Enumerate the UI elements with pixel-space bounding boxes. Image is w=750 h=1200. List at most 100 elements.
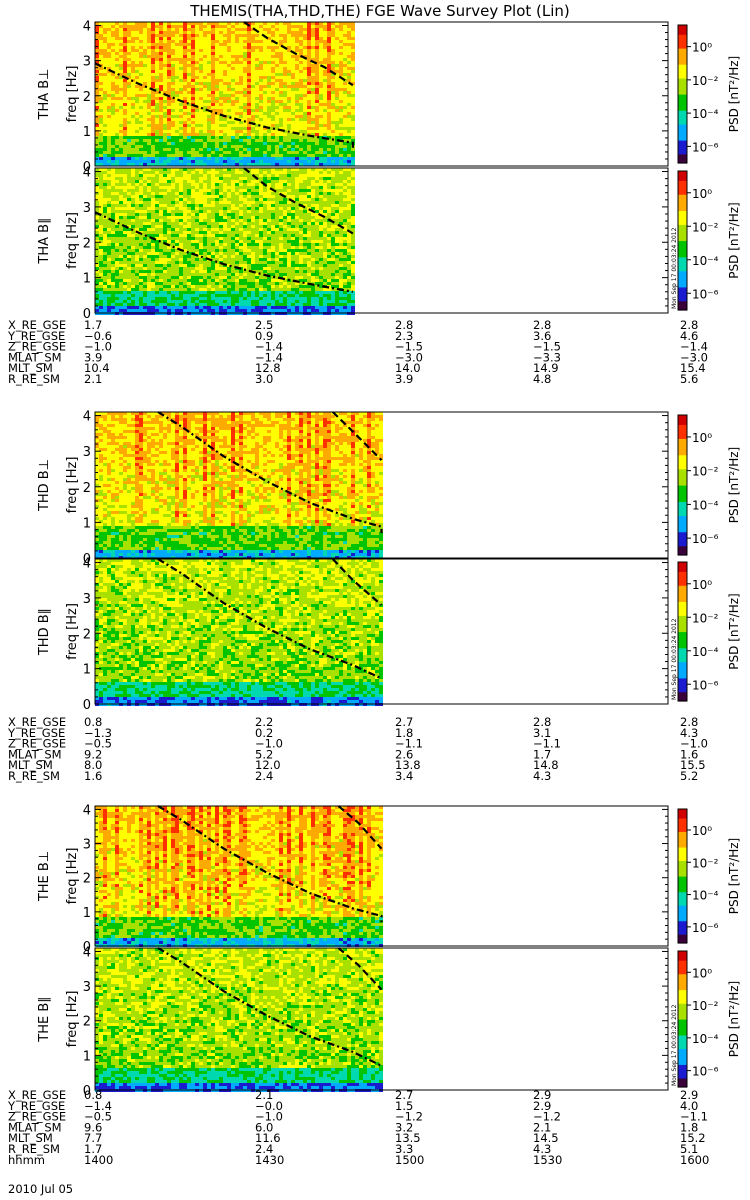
y-tick-label: 0: [83, 160, 91, 175]
figure-title: THEMIS(THA,THD,THE) FGE Wave Survey Plot…: [189, 2, 570, 20]
colorbar-tick-label: 10⁻⁴: [692, 645, 719, 659]
orbit-value: 15.4: [680, 361, 706, 375]
y-tick-label: 0: [83, 307, 91, 322]
orbit-value: 4.3: [533, 769, 551, 783]
orbit-value: 1.8: [395, 726, 413, 740]
orbit-value: 2.8: [533, 715, 551, 729]
orbit-value: 3.3: [395, 1142, 413, 1156]
heatmap-field: [95, 948, 383, 1092]
orbit-value: 4.6: [680, 329, 698, 343]
orbit-value: 1430: [255, 1153, 284, 1167]
orbit-table: X_RE_GSE 0.8 2.1 2.7 2.9 2.9Y_RE_GSE −1.4 −0.0 1…: [7, 1088, 709, 1167]
orbit-value: 2.9: [533, 1088, 551, 1102]
orbit-value: 6.0: [255, 1120, 273, 1134]
orbit-value: −1.0: [255, 1110, 283, 1124]
orbit-value: −1.4: [680, 340, 708, 354]
orbit-row-name: MLAT_SM: [8, 747, 62, 761]
orbit-value: 13.8: [395, 758, 421, 772]
orbit-value: 5.2: [255, 747, 273, 761]
orbit-value: 4.8: [533, 372, 551, 386]
orbit-value: 2.8: [680, 715, 698, 729]
colorbar-frame: [677, 414, 688, 556]
orbit-value: 2.4: [255, 769, 273, 783]
colorbar-tick-label: 10⁻⁶: [692, 140, 719, 154]
y-tick-label: 3: [83, 838, 91, 853]
colorbar-tick-label: 10⁻⁶: [692, 1065, 719, 1079]
orbit-value: −1.5: [395, 340, 423, 354]
heatmap-field: [95, 412, 383, 559]
orbit-value: 14.0: [395, 361, 421, 375]
y-tick-label: 4: [83, 803, 91, 818]
colorbar-tick-label: 10⁻²: [692, 999, 719, 1013]
y-tick-label: 3: [83, 980, 91, 995]
colorbar-tick-label: 10⁻²: [692, 611, 719, 625]
orbit-value: 5.1: [680, 1142, 698, 1156]
colorbar-tick-label: 10⁰: [692, 824, 712, 838]
orbit-row-name: MLAT_SM: [8, 1120, 62, 1134]
y-tick-label: 2: [83, 872, 91, 887]
colorbar-label: PSD [nT²/Hz]: [727, 838, 741, 914]
orbit-row-name: MLT_SM: [8, 758, 53, 772]
orbit-row-name: X_RE_GSE: [8, 1088, 66, 1102]
orbit-value: −1.0: [255, 737, 283, 751]
orbit-value: 2.9: [680, 1088, 698, 1102]
colorbar: 10⁰ 10⁻² 10⁻⁴ 10⁻⁶ PSD [nT²/Hz]: [677, 414, 741, 556]
orbit-row-name: MLT_SM: [8, 361, 53, 375]
cyclotron-curve-lower: [157, 411, 383, 534]
spectrogram-panel: 0 1 2 3 4 THA B⊥ freq [Hz] 10⁰ 10⁻² 10⁻⁴ 10⁻⁶ PSD […: [37, 20, 741, 175]
panel-label: THE B∥: [37, 996, 52, 1042]
orbit-value: 14.8: [533, 758, 559, 772]
y-axis-label: freq [Hz]: [65, 603, 80, 660]
y-axis-label: freq [Hz]: [65, 991, 80, 1048]
spectrogram-panel: 0 1 2 3 4 THA B∥ freq [Hz] 10⁰ 10⁻² 10⁻⁴ 10⁻⁶ PSD […: [37, 166, 741, 322]
colorbar-frame: [677, 950, 688, 1088]
orbit-value: 3.6: [533, 329, 551, 343]
orbit-value: −0.0: [255, 1099, 283, 1113]
orbit-value: 5.2: [680, 769, 698, 783]
orbit-value: 2.1: [255, 1088, 273, 1102]
panel-frame: [94, 805, 669, 947]
orbit-value: −1.2: [395, 1110, 423, 1124]
orbit-row-name: X_RE_GSE: [8, 318, 66, 332]
panel-label: THA B⊥: [37, 69, 52, 121]
orbit-value: 1530: [533, 1153, 562, 1167]
orbit-value: 2.2: [255, 715, 273, 729]
cyclotron-curve-upper: [243, 21, 354, 87]
colorbar-tick-label: 10⁰: [692, 41, 712, 55]
orbit-value: −1.1: [680, 1110, 708, 1124]
orbit-row-name: Y_RE_GSE: [7, 329, 65, 343]
orbit-value: 0.8: [84, 1088, 102, 1102]
colorbar-frame: [677, 170, 688, 311]
panel-frame: [94, 21, 669, 167]
orbit-row-name: MLAT_SM: [8, 350, 62, 364]
y-tick-label: 1: [83, 663, 91, 678]
colorbar-tick-label: 10⁻²: [692, 74, 719, 88]
orbit-value: 11.6: [255, 1131, 281, 1145]
orbit-value: 4.0: [680, 1099, 698, 1113]
heatmap-field: [95, 806, 383, 947]
orbit-value: 2.1: [84, 372, 102, 386]
orbit-value: 2.7: [395, 1088, 413, 1102]
orbit-value: −0.6: [84, 329, 112, 343]
orbit-value: 14.9: [533, 361, 559, 375]
orbit-value: −1.0: [680, 737, 708, 751]
orbit-value: 0.2: [255, 726, 273, 740]
y-tick-label: 2: [83, 90, 91, 105]
orbit-value: 2.3: [395, 329, 413, 343]
orbit-value: −1.1: [533, 737, 561, 751]
y-tick-label: 2: [83, 236, 91, 251]
heatmap-field: [95, 22, 355, 166]
colorbar: 10⁰ 10⁻² 10⁻⁴ 10⁻⁶ PSD [nT²/Hz]: [677, 170, 741, 311]
colorbar-label: PSD [nT²/Hz]: [727, 56, 741, 132]
y-tick-label: 2: [83, 1015, 91, 1030]
orbit-value: 1600: [680, 1153, 709, 1167]
spectrogram-panel: 0 1 2 3 4 THE B∥ freq [Hz] 10⁰ 10⁻² 10⁻⁴ 10⁻⁶ PSD […: [37, 945, 741, 1099]
y-tick-label: 3: [83, 445, 91, 460]
date-label: 2010 Jul 05: [8, 1182, 73, 1196]
orbit-row-name: MLT_SM: [8, 1131, 53, 1145]
orbit-row-name: Y_RE_GSE: [7, 1099, 65, 1113]
colorbar-tick-label: 10⁻²: [692, 220, 719, 234]
colorbar-tick-label: 10⁻⁴: [692, 889, 719, 903]
orbit-value: 2.6: [395, 747, 413, 761]
